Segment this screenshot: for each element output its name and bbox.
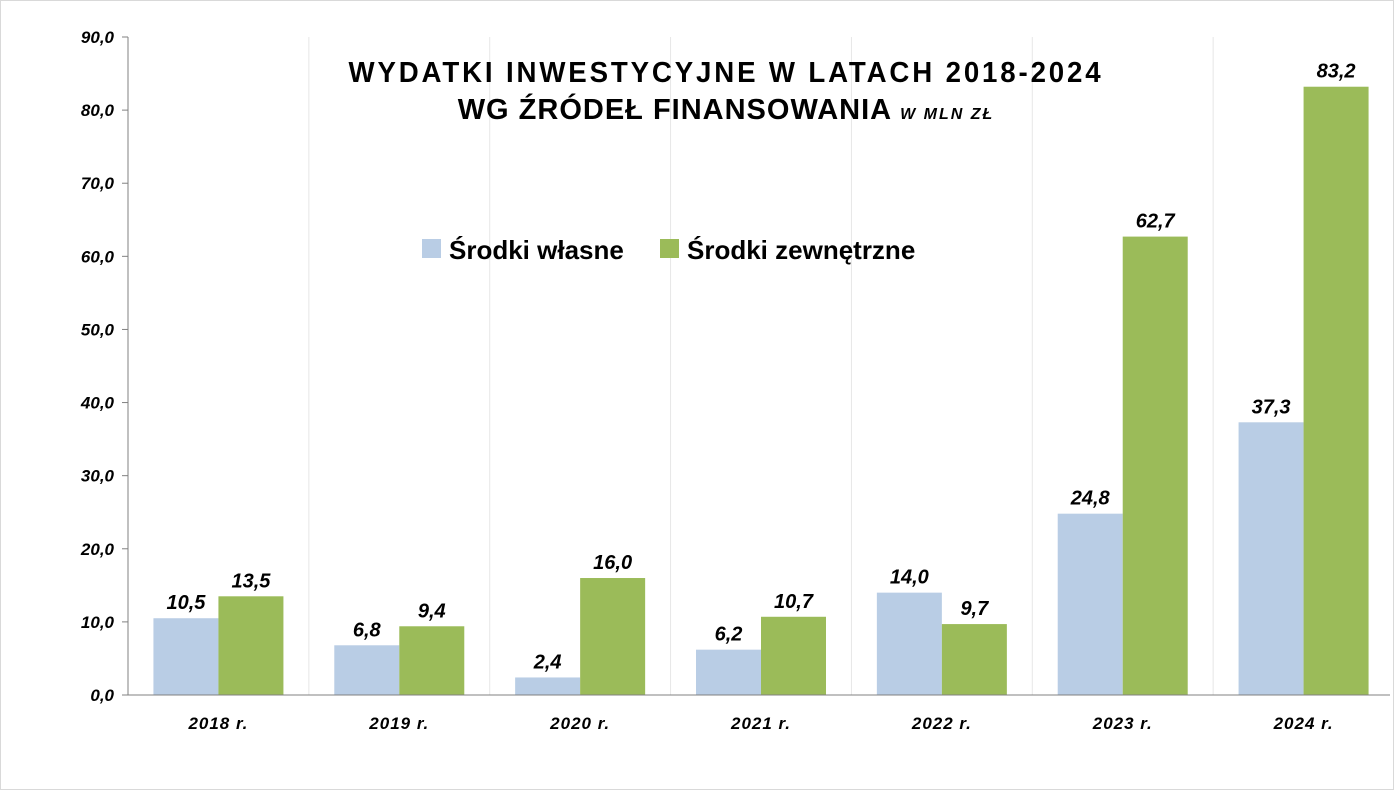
legend-swatch-external-funds: [660, 239, 679, 258]
legend-label-external-funds: Środki zewnętrzne: [687, 235, 915, 265]
bar-external-funds: [399, 626, 465, 695]
x-tick-labels: 2018 r. 2019 r. 2020 r. 2021 r. 2022 r. 2023 …: [187, 714, 1334, 733]
bar-own-funds: [515, 677, 581, 695]
data-label: 10,7: [774, 591, 814, 613]
bar-own-funds: [876, 592, 942, 695]
data-label: 9,4: [418, 600, 446, 622]
legend-swatch-own-funds: [422, 239, 441, 258]
data-label: 9,7: [960, 598, 989, 620]
data-label: 16,0: [593, 552, 632, 574]
y-tick-label: 40,0: [80, 394, 115, 413]
bar-own-funds: [1238, 422, 1304, 695]
title-unit: W MLN ZŁ: [900, 106, 994, 123]
legend-label-own-funds: Środki własne: [449, 235, 624, 265]
y-tick-label: 0,0: [90, 686, 114, 705]
y-tick-label: 70,0: [81, 174, 115, 193]
bar-own-funds: [153, 618, 219, 695]
data-label: 6,8: [353, 619, 382, 641]
bar-own-funds: [1057, 513, 1123, 695]
data-label: 37,3: [1252, 396, 1291, 418]
data-label: 62,7: [1136, 211, 1176, 233]
bar-external-funds: [580, 578, 646, 695]
title-line-2: WG ŹRÓDEŁ FINANSOWANIA W MLN ZŁ: [458, 92, 995, 126]
axes: [122, 36, 1390, 696]
x-tick-label: 2022 r.: [911, 714, 972, 733]
y-tick-label: 80,0: [81, 101, 115, 120]
bar-external-funds: [761, 616, 826, 695]
x-tick-label: 2018 r.: [187, 714, 248, 733]
data-label: 6,2: [715, 624, 743, 646]
x-tick-label: 2023 r.: [1092, 714, 1153, 733]
bar-external-funds: [1303, 86, 1369, 695]
data-label: 24,8: [1070, 488, 1111, 510]
y-tick-label: 30,0: [81, 467, 115, 486]
bar-external-funds: [218, 596, 284, 695]
title-line-1: WYDATKI INWESTYCYJNE W LATACH 2018-2024: [349, 57, 1104, 89]
data-label: 10,5: [166, 592, 206, 614]
y-tick-label: 10,0: [81, 613, 115, 632]
x-tick-label: 2024 r.: [1273, 714, 1334, 733]
chart-title: WYDATKI INWESTYCYJNE W LATACH 2018-2024 …: [349, 57, 1104, 126]
data-labels: 10,5 6,8 2,4 6,2 14,0 24,8 37,3 13,5 9,4 16,0 10,7…: [166, 61, 1355, 674]
title-line-2-main: WG ŹRÓDEŁ FINANSOWANIA: [458, 92, 892, 126]
x-tick-label: 2021 r.: [730, 714, 791, 733]
data-label: 2,4: [533, 651, 562, 673]
bar-external-funds: [1122, 236, 1188, 696]
y-tick-label: 20,0: [80, 540, 115, 559]
bar-own-funds: [696, 649, 761, 695]
x-tick-label: 2019 r.: [368, 714, 429, 733]
bars: [153, 86, 1369, 696]
data-label: 83,2: [1317, 61, 1356, 83]
gridlines: [308, 37, 1214, 695]
y-tick-label: 60,0: [81, 247, 115, 266]
y-tick-labels: 0,0 10,0 20,0 30,0 40,0 50,0 60,0 70,0 80,0 90,0: [80, 28, 115, 705]
data-label: 13,5: [231, 570, 271, 592]
y-tick-label: 50,0: [81, 320, 115, 339]
bar-own-funds: [334, 645, 400, 695]
bar-external-funds: [941, 624, 1007, 695]
legend: Środki własne Środki zewnętrzne: [422, 235, 915, 265]
y-tick-label: 90,0: [81, 28, 115, 47]
data-label: 14,0: [890, 567, 929, 589]
x-tick-label: 2020 r.: [549, 714, 610, 733]
